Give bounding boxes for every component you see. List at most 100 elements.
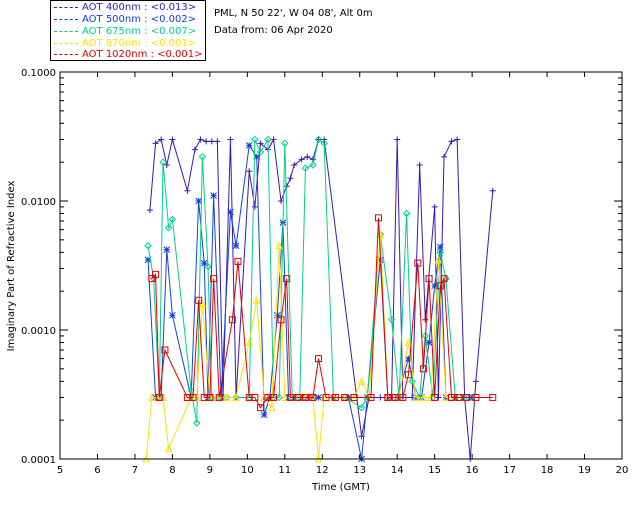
series-line bbox=[147, 143, 471, 460]
x-tick-label: 6 bbox=[94, 465, 100, 476]
data-point bbox=[394, 136, 401, 143]
data-point bbox=[251, 203, 258, 210]
x-tick-label: 11 bbox=[278, 465, 291, 476]
legend-item: AOT 500nm : <0.002> bbox=[54, 14, 196, 26]
x-tick-label: 7 bbox=[132, 465, 138, 476]
data-point bbox=[314, 135, 323, 144]
legend-label: AOT 870nm : <0.001> bbox=[82, 38, 197, 49]
data-point bbox=[227, 136, 234, 143]
data-point bbox=[367, 393, 375, 401]
data-point bbox=[301, 164, 310, 172]
data-point bbox=[193, 419, 201, 427]
data-point bbox=[152, 140, 159, 147]
data-point bbox=[448, 138, 455, 145]
site-info: PML, N 50 22', W 04 08', Alt 0m bbox=[214, 8, 373, 19]
data-point bbox=[341, 393, 349, 401]
data-point bbox=[146, 207, 153, 214]
data-point bbox=[431, 282, 439, 290]
data-point bbox=[472, 378, 479, 385]
data-point bbox=[331, 393, 339, 401]
data-point bbox=[455, 393, 463, 401]
data-point bbox=[309, 393, 317, 401]
data-point bbox=[431, 203, 438, 210]
data-point bbox=[350, 393, 358, 401]
data-point bbox=[198, 153, 207, 161]
data-point bbox=[234, 257, 242, 265]
data-point bbox=[387, 316, 396, 324]
data-point bbox=[431, 393, 439, 401]
data-point bbox=[408, 377, 416, 386]
data-point bbox=[191, 146, 198, 153]
y-tick-label: 0.0100 bbox=[21, 197, 56, 208]
data-point bbox=[164, 444, 173, 453]
data-point bbox=[309, 161, 317, 169]
x-tick-label: 9 bbox=[207, 465, 213, 476]
data-point bbox=[440, 275, 448, 283]
data-point bbox=[164, 224, 173, 232]
y-tick-label: 0.0010 bbox=[21, 326, 56, 337]
data-point bbox=[195, 197, 202, 205]
legend-swatch bbox=[54, 42, 78, 44]
data-point bbox=[287, 175, 294, 182]
data-point bbox=[391, 393, 399, 401]
data-point bbox=[442, 393, 450, 401]
data-point bbox=[214, 138, 221, 145]
data-point bbox=[357, 377, 366, 385]
data-point bbox=[155, 393, 163, 401]
data-point bbox=[405, 355, 412, 362]
data-point bbox=[169, 136, 176, 143]
data-point bbox=[399, 393, 407, 401]
data-point bbox=[277, 316, 285, 324]
data-point bbox=[404, 371, 412, 379]
data-point bbox=[434, 255, 443, 264]
data-point bbox=[294, 393, 302, 401]
series-aot-500nm bbox=[144, 142, 474, 463]
data-point bbox=[232, 242, 240, 250]
data-point bbox=[472, 393, 480, 401]
data-point bbox=[291, 162, 298, 169]
data-point bbox=[251, 135, 259, 144]
data-point bbox=[195, 296, 203, 304]
x-tick-label: 19 bbox=[578, 465, 591, 476]
data-point bbox=[320, 139, 328, 148]
data-point bbox=[222, 393, 231, 401]
y-axis-label: Imaginary Part of Refractive Index bbox=[6, 181, 17, 352]
data-point bbox=[245, 142, 253, 149]
data-point bbox=[280, 393, 289, 401]
data-point bbox=[210, 192, 217, 200]
data-point bbox=[251, 393, 259, 401]
x-tick-label: 10 bbox=[241, 465, 254, 476]
data-point bbox=[206, 393, 214, 401]
data-point bbox=[422, 316, 429, 323]
data-point bbox=[159, 393, 167, 401]
data-point bbox=[427, 393, 435, 401]
data-point bbox=[281, 139, 289, 148]
data-point bbox=[163, 246, 171, 253]
data-point bbox=[357, 403, 366, 412]
x-tick-label: 17 bbox=[503, 465, 516, 476]
series-aot-1020nm bbox=[148, 214, 497, 412]
data-point bbox=[489, 187, 496, 194]
data-point bbox=[169, 311, 176, 319]
legend-label: AOT 500nm : <0.002> bbox=[82, 14, 197, 25]
data-point bbox=[184, 187, 191, 194]
data-point bbox=[168, 215, 177, 224]
data-point bbox=[315, 394, 322, 401]
legend: AOT 400nm : <0.013> AOT 500nm : <0.002> … bbox=[50, 0, 206, 61]
series-line bbox=[145, 234, 463, 460]
series-aot-400nm bbox=[146, 136, 496, 462]
data-point bbox=[200, 259, 208, 267]
x-tick-label: 12 bbox=[316, 465, 329, 476]
x-axis-label: Time (GMT) bbox=[311, 482, 370, 493]
data-point bbox=[468, 393, 476, 402]
plot-frame bbox=[59, 71, 623, 460]
data-point bbox=[264, 135, 272, 144]
data-point bbox=[159, 158, 167, 166]
data-point bbox=[232, 393, 240, 401]
data-point bbox=[283, 183, 290, 190]
data-point bbox=[267, 403, 276, 412]
x-tick-label: 15 bbox=[428, 465, 441, 476]
x-tick-label: 16 bbox=[466, 465, 479, 476]
data-point bbox=[215, 393, 223, 401]
